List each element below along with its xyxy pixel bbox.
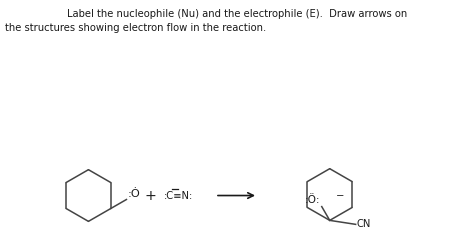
Text: +: + — [144, 188, 156, 202]
Text: −: − — [336, 191, 344, 201]
Text: Label the nucleophile (Nu) and the electrophile (E).  Draw arrows on: Label the nucleophile (Nu) and the elect… — [67, 9, 407, 19]
Text: :Ö:: :Ö: — [304, 195, 320, 205]
Text: the structures showing electron flow in the reaction.: the structures showing electron flow in … — [5, 23, 266, 33]
Text: :Ȯ: :Ȯ — [128, 188, 140, 199]
Text: :C≡N:: :C≡N: — [164, 191, 193, 201]
Text: CN: CN — [356, 219, 371, 229]
